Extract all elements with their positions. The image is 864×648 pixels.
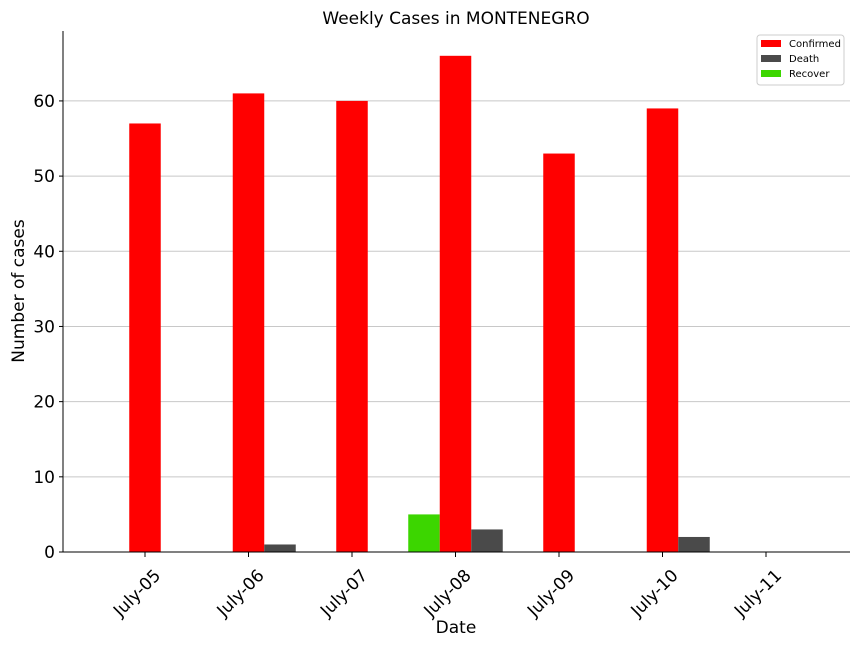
x-tick-label: July-06 [213, 566, 269, 622]
x-tick-label: July-07 [316, 566, 372, 622]
y-tick-label: 60 [33, 92, 55, 112]
y-tick-label: 10 [33, 468, 55, 488]
y-tick-label: 0 [44, 543, 55, 563]
bar-confirmed-july-09 [543, 153, 575, 552]
chart-title: Weekly Cases in MONTENEGRO [322, 9, 589, 29]
legend-label-confirmed: Confirmed [789, 39, 841, 50]
bar-confirmed-july-08 [439, 55, 472, 553]
bar-confirmed-july-06 [232, 93, 265, 552]
x-tick-label: July-10 [627, 566, 683, 622]
x-tick-label: July-09 [523, 566, 579, 622]
x-axis-label: Date [436, 618, 477, 638]
bar-death-july-06 [264, 544, 296, 552]
x-tick-label: July-08 [420, 566, 476, 622]
y-ticks: 0 10 20 30 40 50 60 [33, 92, 63, 563]
y-tick-label: 20 [33, 393, 55, 413]
legend-label-recover: Recover [789, 69, 830, 80]
bar-confirmed-july-10 [646, 108, 679, 552]
x-tick-label: July-11 [730, 566, 786, 622]
legend-swatch-death [761, 55, 781, 62]
legend: Confirmed Death Recover [756, 34, 845, 86]
y-tick-label: 30 [33, 317, 55, 337]
legend-label-death: Death [789, 54, 819, 65]
y-axis-label: Number of cases [9, 219, 29, 363]
bar-death-july-10 [678, 536, 710, 552]
bars [129, 55, 710, 553]
legend-swatch-confirmed [761, 40, 781, 47]
bar-death-july-08 [471, 529, 503, 552]
x-tick-label: July-05 [109, 566, 165, 622]
x-ticks: July-05 July-06 July-07 July-08 July-09 July-… [109, 552, 786, 622]
y-tick-label: 50 [33, 167, 55, 187]
bar-confirmed-july-05 [129, 123, 161, 552]
bar-confirmed-july-07 [336, 100, 368, 552]
y-tick-label: 40 [33, 242, 55, 262]
bar-recover-july-08 [408, 514, 440, 552]
legend-swatch-recover [761, 70, 781, 77]
